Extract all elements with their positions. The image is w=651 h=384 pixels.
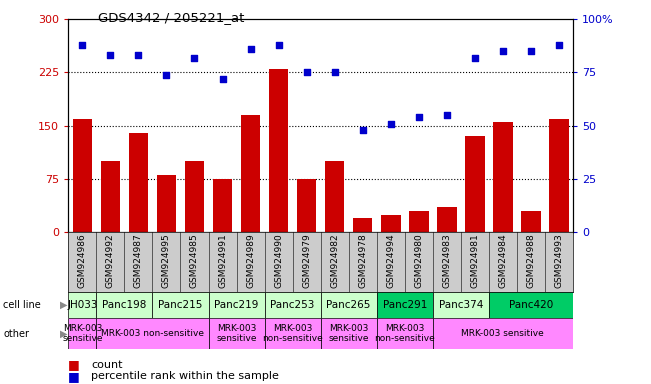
Text: Panc265: Panc265 (326, 300, 371, 310)
Point (217, 76, 228, 82)
Text: Panc420: Panc420 (508, 300, 553, 310)
Text: GSM924994: GSM924994 (386, 233, 395, 288)
Text: ▶: ▶ (60, 300, 68, 310)
Bar (353, 218, 372, 232)
Text: GSM924993: GSM924993 (555, 233, 563, 288)
Text: ■: ■ (68, 358, 80, 371)
Text: GSM924989: GSM924989 (246, 233, 255, 288)
Text: GSM924985: GSM924985 (190, 233, 199, 288)
Text: ■: ■ (68, 370, 80, 383)
Point (245, 46, 256, 52)
Text: GSM924988: GSM924988 (527, 233, 535, 288)
Point (497, 48, 508, 54)
Text: Panc198: Panc198 (102, 300, 146, 310)
Bar (208, 292, 264, 318)
Text: MRK-003 sensitive: MRK-003 sensitive (462, 329, 544, 338)
Text: GSM924979: GSM924979 (302, 233, 311, 288)
Bar (433, 318, 573, 349)
Point (105, 52, 116, 58)
Point (161, 71, 172, 78)
Bar (152, 292, 208, 318)
Text: cell line: cell line (3, 300, 41, 310)
Bar (377, 292, 433, 318)
Bar (68, 318, 96, 349)
Bar (96, 292, 152, 318)
Text: GSM924982: GSM924982 (330, 233, 339, 288)
Bar (437, 207, 456, 232)
Text: Panc215: Panc215 (158, 300, 202, 310)
Bar (325, 161, 344, 232)
Text: GSM924978: GSM924978 (358, 233, 367, 288)
Text: other: other (3, 329, 29, 339)
Text: GSM924987: GSM924987 (134, 233, 143, 288)
Text: GDS4342 / 205221_at: GDS4342 / 205221_at (98, 12, 244, 25)
Bar (208, 318, 264, 349)
Point (553, 42, 564, 48)
Text: GSM924981: GSM924981 (470, 233, 479, 288)
Bar (320, 318, 377, 349)
Point (385, 121, 396, 127)
Bar (157, 175, 176, 232)
Bar (72, 119, 92, 232)
Point (189, 55, 200, 61)
Bar (264, 292, 320, 318)
Text: GSM924983: GSM924983 (442, 233, 451, 288)
Point (525, 48, 536, 54)
Text: MRK-003
sensitive: MRK-003 sensitive (328, 324, 369, 343)
Point (413, 114, 424, 120)
Bar (493, 122, 512, 232)
Bar (433, 292, 489, 318)
Text: GSM924984: GSM924984 (498, 233, 507, 288)
Bar (96, 318, 208, 349)
Bar (185, 161, 204, 232)
Bar (381, 215, 400, 232)
Text: GSM924986: GSM924986 (78, 233, 87, 288)
Text: count: count (91, 360, 122, 370)
Text: GSM924992: GSM924992 (106, 233, 115, 288)
Point (133, 52, 144, 58)
Bar (68, 292, 96, 318)
Bar (521, 211, 540, 232)
Bar (213, 179, 232, 232)
Bar (409, 211, 428, 232)
Text: Panc374: Panc374 (439, 300, 483, 310)
Text: JH033: JH033 (67, 300, 98, 310)
Bar (264, 318, 320, 349)
Bar (129, 133, 148, 232)
Bar (297, 179, 316, 232)
Text: percentile rank within the sample: percentile rank within the sample (91, 371, 279, 381)
Text: MRK-003
non-sensitive: MRK-003 non-sensitive (262, 324, 323, 343)
Bar (241, 115, 260, 232)
Text: GSM924990: GSM924990 (274, 233, 283, 288)
Text: GSM924995: GSM924995 (162, 233, 171, 288)
Bar (320, 292, 377, 318)
Text: MRK-003
non-sensitive: MRK-003 non-sensitive (374, 324, 435, 343)
Point (77, 42, 88, 48)
Point (469, 55, 480, 61)
Point (441, 112, 452, 118)
Text: MRK-003
sensitive: MRK-003 sensitive (62, 324, 103, 343)
Text: MRK-003 non-sensitive: MRK-003 non-sensitive (101, 329, 204, 338)
Bar (465, 136, 484, 232)
Text: MRK-003
sensitive: MRK-003 sensitive (216, 324, 256, 343)
Text: GSM924980: GSM924980 (414, 233, 423, 288)
Text: Panc219: Panc219 (214, 300, 258, 310)
Point (329, 70, 340, 76)
Text: Panc253: Panc253 (270, 300, 315, 310)
Point (357, 127, 368, 133)
Text: GSM924991: GSM924991 (218, 233, 227, 288)
Bar (377, 318, 433, 349)
Bar (101, 161, 120, 232)
Text: Panc291: Panc291 (383, 300, 427, 310)
Bar (269, 69, 288, 232)
Bar (489, 292, 573, 318)
Bar (549, 119, 569, 232)
Point (301, 70, 312, 76)
Text: ▶: ▶ (60, 329, 68, 339)
Point (273, 42, 284, 48)
